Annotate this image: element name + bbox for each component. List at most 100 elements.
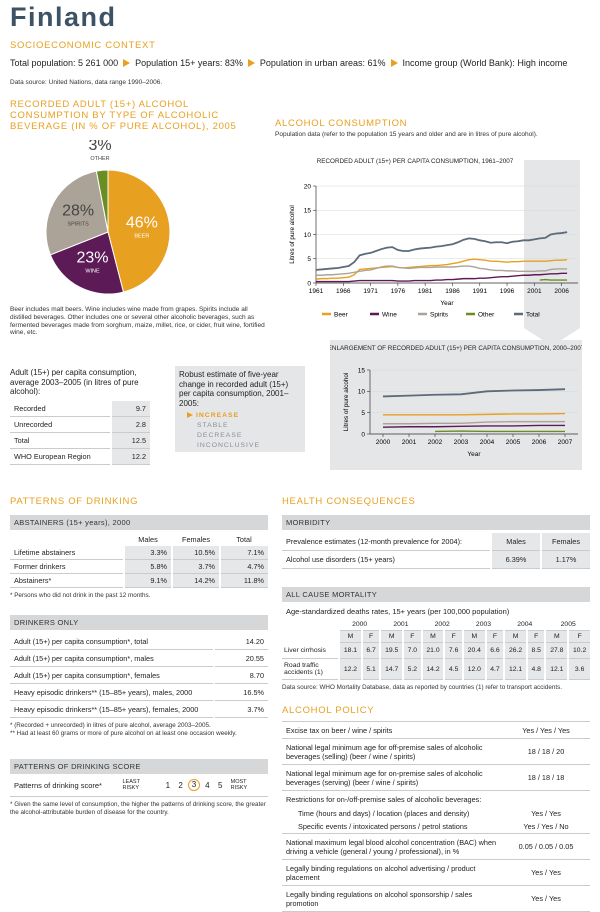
x-tick-label: 1971 — [363, 288, 378, 295]
x-tick-label: 1986 — [445, 288, 460, 295]
scale-low: LEAST RISKY — [123, 779, 158, 791]
cell-value: 16.5% — [214, 684, 268, 701]
cell-value: 14.2% — [172, 574, 220, 588]
score-level: 3 — [188, 779, 200, 791]
policy-row: Restrictions for on-/off-premise sales o… — [282, 791, 590, 808]
chart-title: ENLARGEMENT OF RECORDED ADULT (15+) PER … — [330, 345, 582, 352]
row-label: Abstainers* — [10, 574, 124, 588]
x-tick-label: 2003 — [454, 439, 469, 446]
option-label: DECREASE — [197, 432, 242, 439]
cell-value: 11.8% — [220, 574, 268, 588]
policy-label: Specific events / intoxicated persons / … — [282, 820, 502, 834]
sex-header-cell: M — [545, 631, 568, 643]
x-tick-label: 2000 — [376, 439, 391, 446]
x-tick-label: 2006 — [532, 439, 547, 446]
fact: Total population: 5 261 000 — [10, 58, 118, 68]
x-tick-label: 1991 — [473, 288, 488, 295]
cell-value: 3.7% — [172, 560, 220, 574]
subtitle: Population data (refer to the population… — [275, 131, 538, 139]
cell-value: 3.6 — [568, 659, 590, 680]
policy-label: Time (hours and days) / location (places… — [282, 807, 502, 820]
y-axis-label: Litres of pure alcohol — [343, 373, 350, 431]
separator-arrow — [391, 59, 398, 67]
x-tick-label: 1961 — [309, 288, 324, 295]
cell-value: 7.1% — [220, 546, 268, 560]
cell-value: 20.4 — [463, 643, 486, 659]
table-row: Heavy episodic drinkers** (15–85+ years)… — [10, 684, 268, 701]
y-tick-label: 10 — [304, 232, 312, 239]
slice-name: WINE — [85, 268, 100, 274]
cell-value: 12.5 — [111, 432, 150, 448]
row-label: Adult (15+) per capita consumption*, fem… — [10, 667, 214, 684]
section-title: SOCIOECONOMIC CONTEXT — [10, 40, 156, 51]
cell-value: 12.0 — [463, 659, 486, 680]
subsection-bar: ALL CAUSE MORTALITY — [282, 587, 590, 602]
option-label: INCREASE — [196, 412, 239, 419]
fact: Population 15+ years: 83% — [135, 58, 243, 68]
cell-value: 7.6 — [444, 643, 462, 659]
section-title: ALCOHOL POLICY — [282, 705, 590, 716]
footnote: * (Recorded + unrecorded) in litres of p… — [10, 722, 268, 729]
cell-value: 14.2 — [422, 659, 445, 680]
cell-value: 14.20 — [214, 633, 268, 650]
series-line — [383, 422, 565, 424]
sex-header-cell: F — [568, 631, 590, 643]
y-tick-label: 5 — [361, 410, 365, 417]
block-title: Adult (15+) per capita consumption, aver… — [10, 368, 150, 397]
block-title: Robust estimate of five-year change in r… — [179, 370, 301, 408]
fact: Income group (World Bank): High income — [403, 58, 568, 68]
zoom-chart: ENLARGEMENT OF RECORDED ADULT (15+) PER … — [330, 340, 582, 470]
policy-label: Legally binding regulations on alcohol a… — [282, 860, 502, 886]
section-title: PATTERNS OF DRINKING — [10, 496, 268, 507]
row-label: Lifetime abstainers — [10, 546, 124, 560]
empty-cell — [10, 533, 124, 546]
cell-value: 4.7 — [486, 659, 504, 680]
series-line — [383, 425, 565, 427]
row-label: Adult (15+) per capita consumption*, mal… — [10, 650, 214, 667]
row-label: Former drinkers — [10, 560, 124, 574]
policy-row: National maximum legal blood alcohol con… — [282, 834, 590, 860]
cell-value: 10.5% — [172, 546, 220, 560]
trend-box: Robust estimate of five-year change in r… — [175, 366, 305, 452]
sex-header-cell: M — [504, 631, 527, 643]
cell-value: 6.39% — [491, 551, 541, 569]
x-tick-label: 1976 — [391, 288, 406, 295]
x-tick-label: 2006 — [554, 288, 569, 295]
section-title: ALCOHOL CONSUMPTION — [275, 118, 407, 129]
row-label: Alcohol use disorders (15+ years) — [282, 551, 491, 569]
table-row: Adult (15+) per capita consumption*, tot… — [10, 633, 268, 650]
footnote: * Given the same level of consumption, t… — [10, 801, 268, 816]
x-tick-label: 2001 — [527, 288, 542, 295]
policy-section: ALCOHOL POLICY Excise tax on beer / wine… — [282, 705, 590, 912]
table-header: Prevalence estimates (12-month prevalenc… — [282, 533, 590, 551]
column-header: Total — [220, 533, 268, 546]
year-header-cell: 2000 — [339, 619, 380, 631]
policy-value: Yes / Yes / No — [502, 820, 590, 834]
table-row: Heavy episodic drinkers** (15–85+ years)… — [10, 701, 268, 718]
sex-header-cell: F — [527, 631, 545, 643]
cell-value: 1.17% — [541, 551, 590, 569]
empty-cell — [502, 791, 590, 808]
trend-option: INCREASE — [179, 411, 301, 421]
slice-value: 28% — [62, 203, 94, 220]
column-header: Males — [124, 533, 172, 546]
adult-consumption: Adult (15+) per capita consumption, aver… — [10, 368, 150, 465]
column-header: Males — [491, 533, 541, 551]
legend-label: Wine — [382, 311, 397, 318]
column-header: Females — [172, 533, 220, 546]
cell-value: 9.7 — [111, 401, 150, 417]
policy-label: Legally binding regulations on alcohol s… — [282, 886, 502, 912]
cell-value: 18.1 — [339, 643, 362, 659]
row-label: Road traffic accidents (1) — [282, 659, 339, 680]
cell-value: 14.7 — [380, 659, 403, 680]
cell-value: 3.7% — [214, 701, 268, 718]
cell-value: 2.8 — [111, 416, 150, 432]
subsection-bar: MORBIDITY — [282, 515, 590, 530]
row-label: Heavy episodic drinkers** (15–85+ years)… — [10, 684, 214, 701]
x-axis-label: Year — [440, 300, 454, 307]
